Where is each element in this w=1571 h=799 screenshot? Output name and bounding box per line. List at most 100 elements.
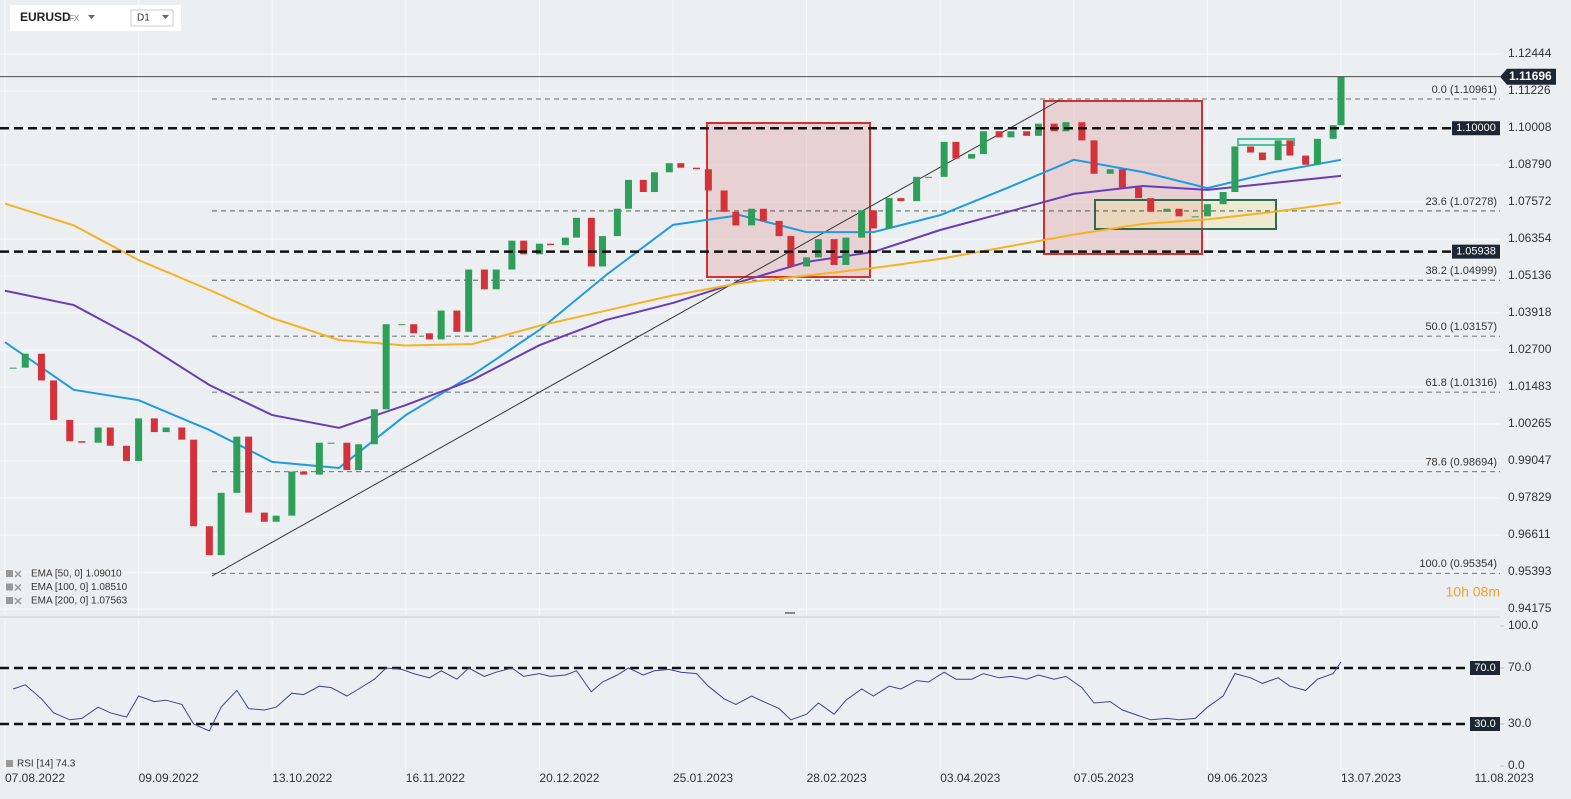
ema-line (4, 201, 1342, 347)
legend-icon (6, 570, 13, 577)
legend-label: EMA [50, 0] 1.09010 (31, 569, 122, 580)
candle (272, 515, 280, 522)
timeframe-dropdown[interactable] (162, 15, 169, 19)
ema-line (4, 174, 1342, 429)
y-tick-label: 1.05136 (1508, 268, 1552, 282)
candle (858, 210, 866, 238)
candle (650, 172, 658, 193)
candle (613, 208, 621, 237)
fib-label: 50.0 (1.03157) (1425, 321, 1497, 333)
y-tick-label: 0.99047 (1508, 453, 1552, 467)
candle (814, 239, 822, 258)
candle (1313, 138, 1321, 165)
candle (150, 418, 158, 433)
support-box (1094, 199, 1277, 230)
y-tick-label: 1.10008 (1508, 120, 1552, 134)
candle (720, 190, 728, 212)
candle (162, 427, 170, 433)
candle (1007, 131, 1015, 138)
level-box (1452, 121, 1500, 136)
candle (1106, 169, 1114, 174)
candle (1118, 169, 1126, 188)
candle (480, 269, 488, 290)
symbol[interactable]: EURUSD (20, 10, 71, 24)
timeframe-box[interactable] (130, 9, 174, 27)
candle (1175, 208, 1183, 217)
candle (1078, 122, 1086, 141)
candle (1023, 131, 1031, 136)
x-tick-label: 25.01.2023 (673, 771, 733, 785)
y-tick-label: 0.97829 (1508, 490, 1552, 504)
candle (885, 198, 893, 229)
y-tick-label: 1.11226 (1508, 83, 1551, 97)
legend-label: EMA [200, 0] 1.07563 (31, 596, 128, 607)
candle (9, 367, 17, 369)
legend-icon (6, 597, 13, 604)
candle (135, 418, 143, 461)
candle (913, 176, 921, 202)
candle (425, 333, 433, 340)
candle (869, 210, 877, 229)
candle (1247, 146, 1255, 153)
candle (508, 240, 516, 270)
candle (106, 427, 114, 446)
level-label: 1.05938 (1456, 246, 1496, 258)
fib-label: 100.0 (0.95354) (1419, 558, 1497, 570)
candle (233, 436, 241, 493)
candle (1163, 208, 1171, 212)
x-tick-label: 28.02.2023 (807, 771, 867, 785)
candle (547, 243, 555, 246)
x-tick-label: 20.12.2022 (539, 771, 599, 785)
candle (979, 131, 987, 155)
y-tick-label: 1.07572 (1508, 194, 1552, 208)
timeframe[interactable]: D1 (137, 13, 150, 24)
x-tick-label: 09.06.2023 (1207, 771, 1267, 785)
candle (37, 353, 45, 381)
candle (624, 179, 632, 209)
candle (78, 441, 86, 443)
x-tick-label: 11.08.2023 (1475, 771, 1534, 785)
candle (759, 208, 767, 221)
candle (1258, 152, 1266, 161)
ema-line (4, 158, 1342, 469)
candle (1090, 140, 1098, 174)
y-tick-label: 70.0 (1508, 660, 1532, 674)
candle (639, 179, 647, 193)
candle (1302, 155, 1310, 165)
level-label: 1.10000 (1456, 122, 1496, 134)
current-price-box (1500, 68, 1556, 85)
candle (245, 436, 253, 513)
candle (775, 220, 783, 237)
candle (1286, 140, 1294, 156)
candle (492, 269, 500, 290)
candle (50, 380, 58, 420)
y-tick-label: 0.96611 (1508, 527, 1551, 541)
candle (561, 237, 569, 246)
candle (968, 154, 976, 159)
level-box (1470, 717, 1500, 731)
candle (398, 324, 406, 326)
market: FX (69, 14, 80, 23)
candle (94, 427, 102, 443)
fib-label: 78.6 (0.98694) (1425, 457, 1497, 469)
candle (437, 310, 445, 340)
candle (178, 427, 186, 440)
level-label: 30.0 (1474, 718, 1495, 730)
candle (122, 445, 130, 461)
x-tick-label: 03.04.2023 (940, 771, 1000, 785)
candle (1274, 140, 1282, 161)
candle (940, 141, 948, 177)
candle (327, 442, 335, 444)
candle (288, 471, 296, 516)
level-box (1470, 661, 1500, 675)
candle (260, 512, 268, 522)
candle (1219, 192, 1227, 205)
x-tick-label: 13.10.2022 (272, 771, 332, 785)
x-tick-label: 07.05.2023 (1074, 771, 1134, 785)
consolidation-box (1237, 138, 1295, 146)
legend-remove (14, 570, 22, 578)
symbol-dropdown[interactable] (88, 15, 95, 19)
